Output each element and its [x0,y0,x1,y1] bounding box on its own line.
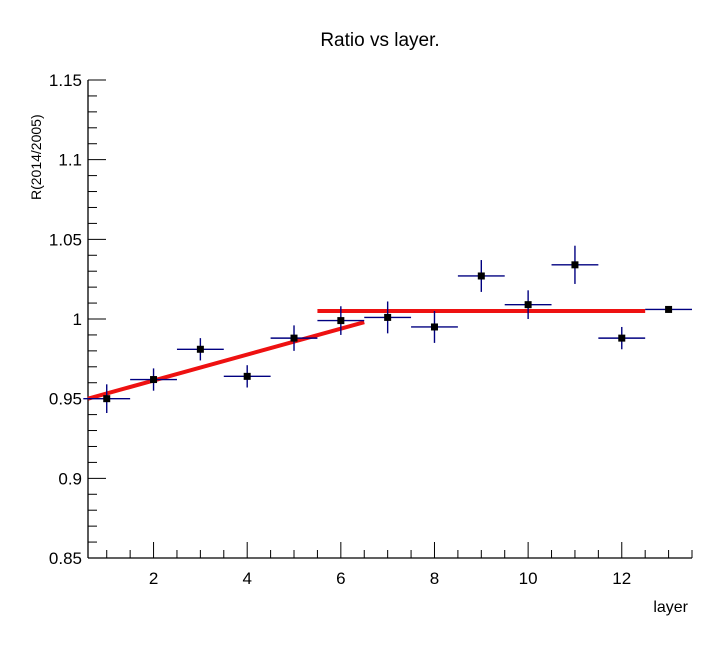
data-point [645,305,692,313]
y-tick-label: 1.15 [49,71,82,90]
point-marker [571,261,579,269]
axes: 0.85 0.9 0.95 1 1.05 1.1 1.15 2 4 6 8 10 12 [49,71,693,588]
y-tick-label: 0.85 [49,549,82,568]
data-point [317,306,365,335]
data-point [223,365,271,388]
point-marker [150,376,158,384]
data-point [364,301,412,334]
x-tick-label: 4 [242,569,251,588]
point-marker [196,345,204,353]
data-point [504,290,552,319]
data-point [411,311,458,343]
y-tick-label: 1.1 [58,151,82,170]
data-point [551,245,599,284]
point-marker [430,323,438,331]
x-tick-label: 2 [149,569,158,588]
y-tick-label: 1.05 [49,230,82,249]
x-axis-title: layer [653,599,688,616]
y-tick-label: 0.95 [49,390,82,409]
x-tick-label: 10 [519,569,538,588]
point-marker [524,301,532,309]
x-tick-label: 12 [612,569,631,588]
x-tick-label: 8 [430,569,439,588]
fit-lines [87,309,646,401]
y-tick-label: 0.9 [58,469,82,488]
point-marker [477,272,485,280]
point-marker [665,305,673,313]
data-points [83,245,692,414]
data-point [457,260,505,292]
data-point [130,368,177,391]
chart-title: Ratio vs layer. [320,30,439,51]
data-point [598,326,646,350]
point-marker [290,334,298,342]
fit-line [87,320,365,401]
point-marker [103,395,111,403]
point-marker [384,313,392,321]
point-marker [243,372,251,380]
data-point [83,384,131,414]
data-point [176,338,224,361]
point-marker [337,317,345,325]
x-tick-label: 6 [336,569,345,588]
data-point [270,325,318,351]
y-axis-title: R(2014/2005) [28,114,44,200]
point-marker [618,334,626,342]
y-tick-label: 1 [73,310,82,329]
